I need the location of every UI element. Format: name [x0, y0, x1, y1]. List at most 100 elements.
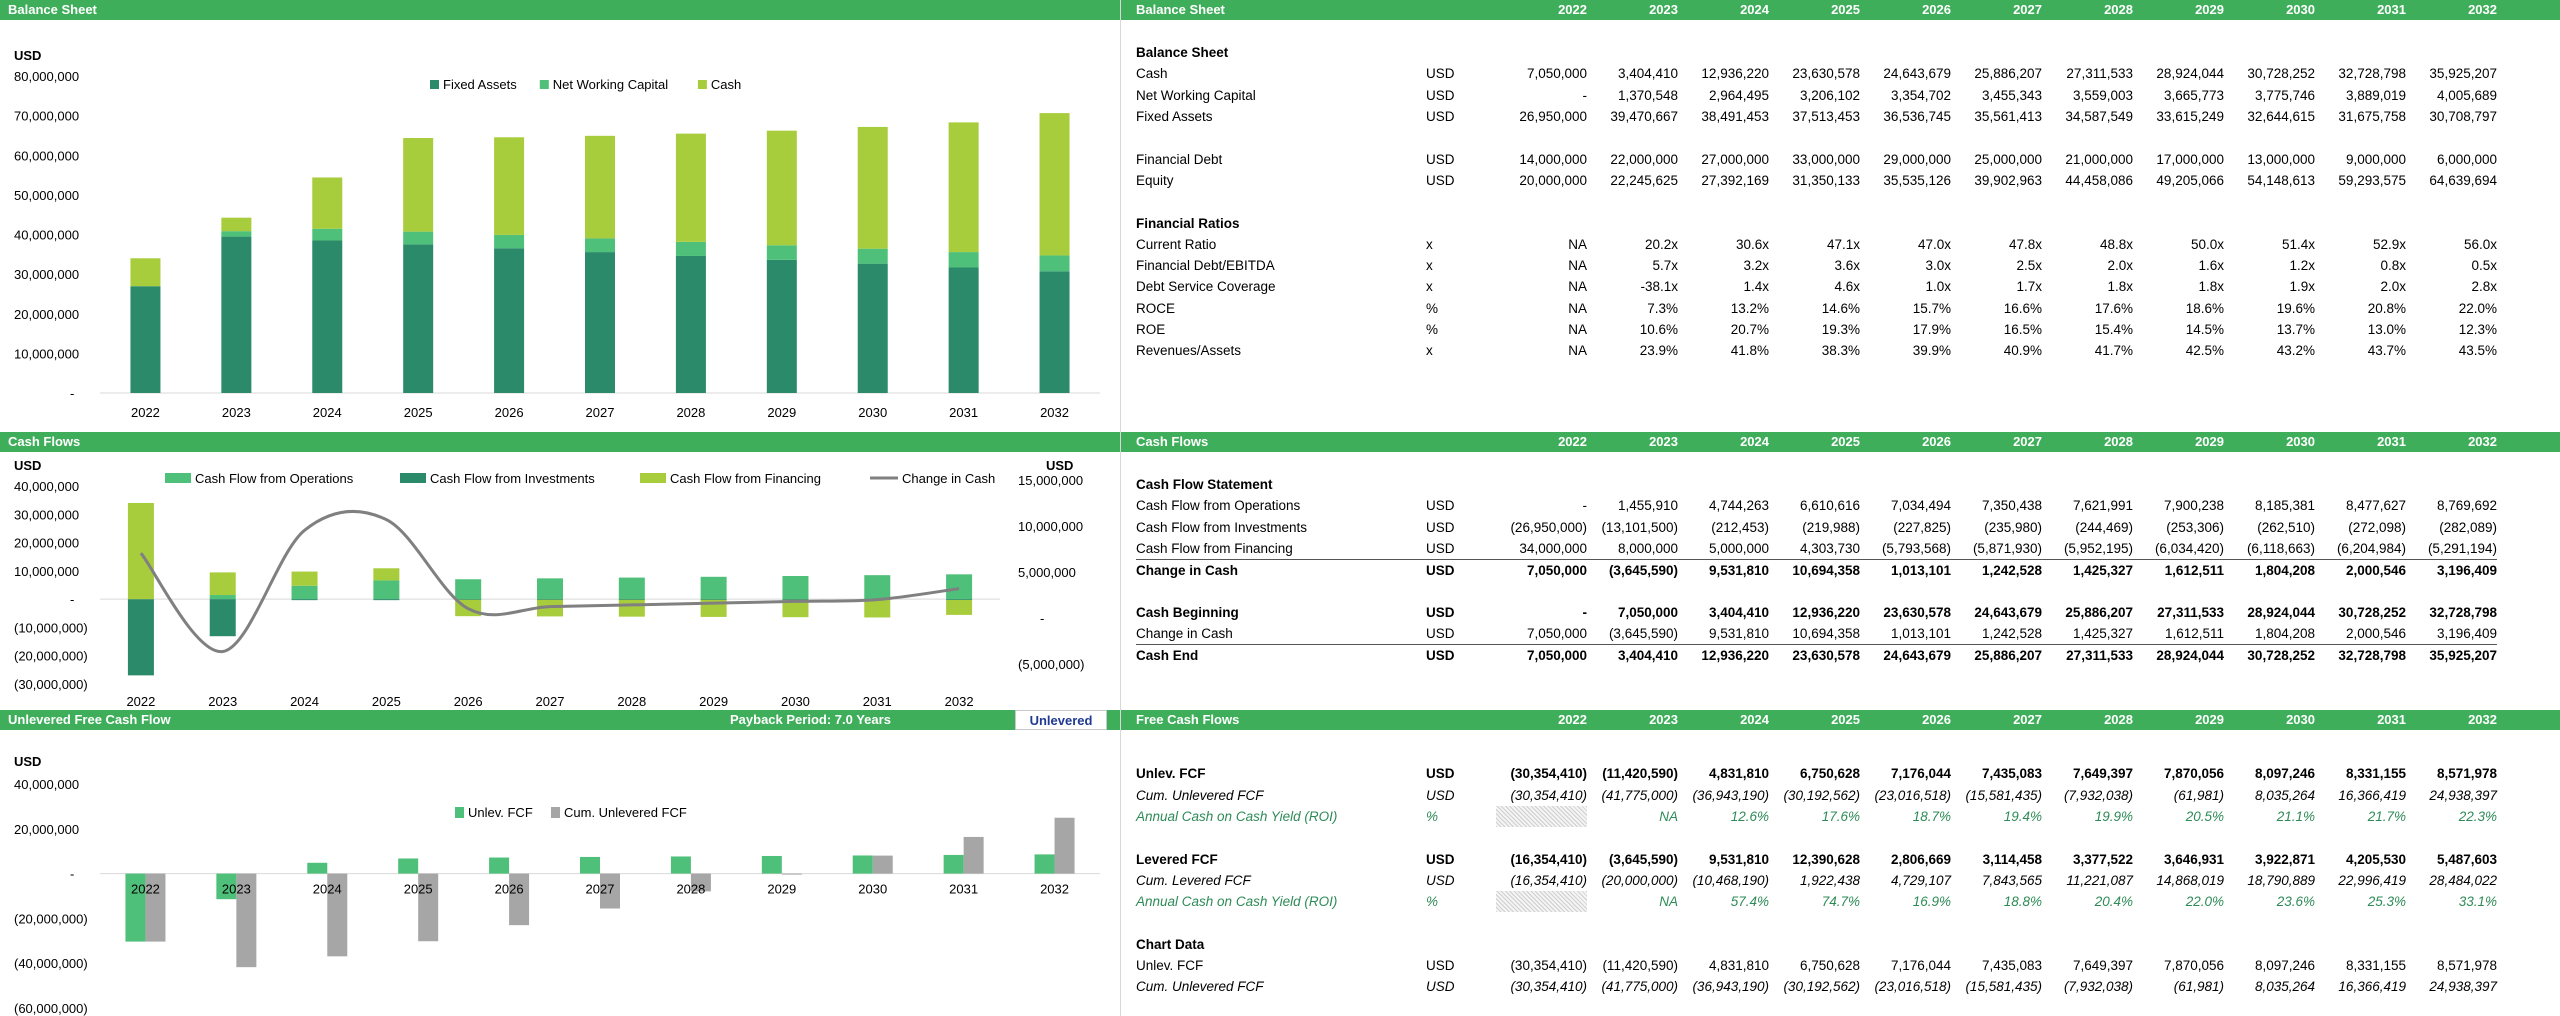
cell-value: (30,192,562) [1783, 787, 1860, 803]
cell-value: (212,453) [1711, 519, 1769, 535]
row-unit [1426, 934, 1496, 955]
cell-value: 17,000,000 [2156, 151, 2224, 167]
table-row [1136, 742, 2497, 763]
bar-cum-unlevered-fcf [236, 873, 257, 968]
year-header-2031: 2031 [2377, 434, 2406, 449]
year-header-2022: 2022 [1558, 712, 1587, 727]
cell-value: 57.4% [1730, 894, 1769, 910]
line-change-in-cash [139, 509, 960, 654]
x-tick-label: 2023 [208, 694, 237, 709]
cell-value: 12,936,220 [1792, 604, 1860, 620]
cell-value: 3,665,773 [2163, 87, 2224, 103]
row-label: Unlev. FCF [1136, 958, 1204, 974]
cell-value: 10,694,358 [1792, 625, 1860, 641]
x-tick-label: 2029 [767, 882, 796, 897]
row-unit: USD [1426, 851, 1455, 867]
cell-value: (5,793,568) [1881, 540, 1951, 556]
row-unit [1426, 912, 1496, 933]
cell-value [1496, 912, 1587, 933]
row-label: Cum. Unlevered FCF [1136, 979, 1264, 995]
cell-value: 2.8x [2471, 279, 2497, 295]
cell-value: 59,293,575 [2338, 172, 2406, 188]
bar-cum-unlevered-fcf [963, 836, 984, 874]
bar-cash [312, 177, 343, 229]
cell-value: 12,390,628 [1792, 851, 1860, 867]
row-unit: % [1426, 809, 1439, 825]
cell-value: 18,790,889 [2247, 872, 2315, 888]
cell-value [1769, 191, 1860, 212]
cell-value [2315, 912, 2406, 933]
x-tick-label: 2031 [949, 882, 978, 897]
panel-divider [1120, 432, 1121, 710]
row-label: Financial Debt/EBITDA [1136, 258, 1275, 274]
cell-value: 8,035,264 [2254, 787, 2315, 803]
cell-value [2406, 580, 2497, 601]
cell-value [1769, 42, 1860, 63]
cell-value [1496, 42, 1587, 63]
year-header-2029: 2029 [2195, 2, 2224, 17]
cell-value: 36,536,745 [1883, 109, 1951, 125]
row-label [1136, 912, 1426, 933]
cell-value: 74.7% [1821, 894, 1860, 910]
cell-value: (36,943,190) [1692, 979, 1769, 995]
cell-value: 22.0% [2185, 894, 2224, 910]
cell-value: NA [1659, 894, 1678, 910]
cell-value: 5.7x [1652, 258, 1678, 274]
cell-value [2406, 912, 2497, 933]
cell-value: 34,000,000 [1519, 540, 1587, 556]
x-tick-label: 2032 [1040, 405, 1069, 420]
row-unit: % [1426, 300, 1439, 316]
cell-value [2042, 127, 2133, 148]
cell-value: - [1582, 604, 1588, 620]
bar-fixed-assets [130, 286, 161, 393]
row-label: Cash [1136, 66, 1168, 82]
unit-label: USD [14, 458, 41, 473]
row-unit [1426, 212, 1496, 233]
year-header-2032: 2032 [2468, 2, 2497, 17]
row-unit: % [1426, 894, 1439, 910]
cell-value: 7,050,000 [1496, 643, 1587, 666]
cell-value: 5,000,000 [1708, 540, 1769, 556]
bar-net-working-capital [585, 238, 615, 253]
legend-label: Cum. Unlevered FCF [564, 805, 687, 820]
bar-unlev-fcf [125, 873, 146, 942]
year-header-2027: 2027 [2013, 434, 2042, 449]
unlevered-selector[interactable]: Unlevered [1015, 710, 1107, 730]
balance-sheet-table: Balance Sheet Cash USD 7,050,000 3,404,410 12… [1136, 42, 2497, 361]
cell-value: 2.0x [2107, 258, 2133, 274]
row-label: Cash Flow Statement [1136, 477, 1273, 493]
bar-cash-flow-from-financing [537, 599, 563, 617]
row-label: Balance Sheet [1136, 45, 1229, 61]
table-row: Net Working Capital USD - 1,370,548 2,964,49… [1136, 85, 2497, 106]
cell-value [1496, 212, 1587, 233]
bar-cash [585, 135, 615, 239]
cell-value [2315, 42, 2406, 63]
cell-value [1860, 191, 1951, 212]
cell-value: 42.5% [2185, 343, 2224, 359]
bar-cash [766, 130, 797, 246]
cell-value: NA [1568, 322, 1587, 337]
bar-cash-flow-from-investments [373, 599, 400, 601]
balance-sheet-header: Balance Sheet Balance Sheet 2022 2023 2024… [0, 0, 2560, 20]
cell-value [2224, 827, 2315, 848]
cell-value: 12,936,220 [1678, 643, 1769, 666]
cell-value [2042, 912, 2133, 933]
cell-value: 9,531,810 [1678, 558, 1769, 581]
row-label [1136, 742, 1426, 763]
row-label: Net Working Capital [1136, 87, 1256, 103]
cell-value: 16.9% [1912, 894, 1951, 910]
legend-swatch [455, 807, 464, 818]
table-row: Cum. Levered FCF USD (16,354,410) (20,000,0… [1136, 870, 2497, 891]
cell-value: 20,000,000 [1519, 172, 1587, 188]
table-row: Cash End USD 7,050,000 3,404,410 12,936,220 2… [1136, 643, 2497, 666]
cell-value: 1.6x [2198, 258, 2224, 274]
cell-value [1678, 742, 1769, 763]
cell-value [1587, 42, 1678, 63]
cell-value [1587, 912, 1678, 933]
cell-value: 21.7% [2367, 809, 2406, 825]
row-unit: x [1426, 279, 1433, 295]
x-tick-label: 2025 [372, 694, 401, 709]
cell-value [2133, 42, 2224, 63]
cell-value [2224, 934, 2315, 955]
cell-value [2133, 827, 2224, 848]
